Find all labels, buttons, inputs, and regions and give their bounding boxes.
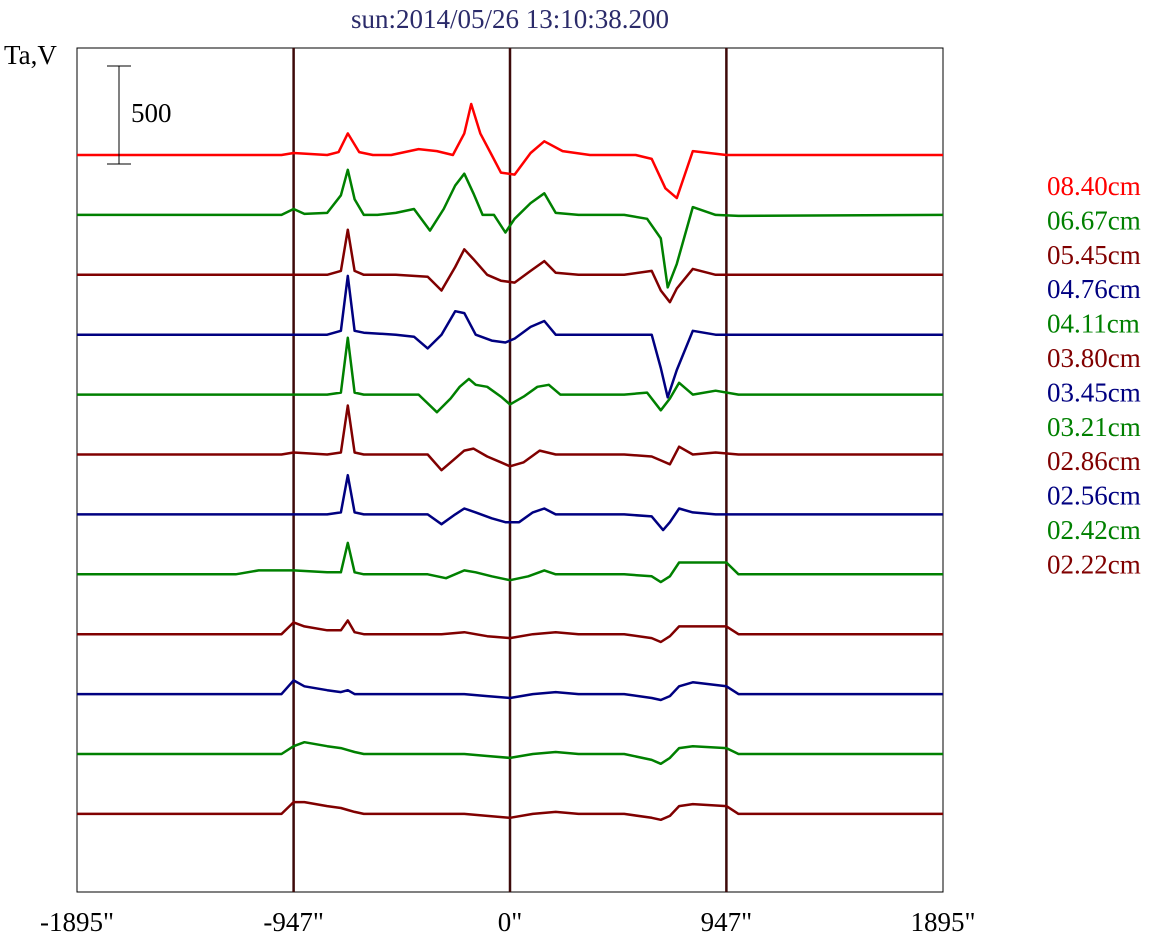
series-line-04.11cm [77,336,943,414]
legend-entry: 05.45cm [1047,240,1141,270]
y-axis-label: Ta,V [4,40,57,70]
series-line-08.40cm [77,102,943,200]
x-tick-label: 947" [701,907,753,937]
series-line-02.56cm [77,679,943,702]
scale-bar-label: 500 [131,98,172,128]
series-line-02.42cm [77,740,943,766]
x-tick-label: -1895" [40,907,114,937]
legend-entry: 03.21cm [1047,412,1141,442]
series-line-02.86cm [77,619,943,644]
series-line-02.22cm [77,800,943,822]
series-line-05.45cm [77,228,943,304]
legend-entry: 02.42cm [1047,515,1141,545]
series-line-03.80cm [77,404,943,472]
x-tick-label: 1895" [910,907,975,937]
vertical-markers [292,48,728,892]
legend-entry: 06.67cm [1047,205,1141,235]
series-line-04.76cm [77,274,943,399]
series-line-06.67cm [77,168,944,289]
x-tick-label: 0" [498,907,523,937]
x-tick-labels: -1895" -947" 0" 947" 1895" [40,907,976,937]
legend-entry: 02.22cm [1047,549,1141,579]
legend-entry: 04.11cm [1047,309,1140,339]
series-line-03.45cm [77,473,943,532]
legend-entry: 04.76cm [1047,274,1141,304]
legend-entry: 02.86cm [1047,446,1141,476]
series-layer [77,102,944,822]
scale-bar: 500 [107,65,172,165]
legend: 08.40cm 06.67cm 05.45cm 04.76cm 04.11cm 03.80… [1047,171,1141,579]
x-tick-label: -947" [263,907,324,937]
series-line-03.21cm [77,541,943,584]
legend-entry: 08.40cm [1047,171,1141,201]
legend-entry: 03.45cm [1047,377,1141,407]
legend-entry: 03.80cm [1047,343,1141,373]
chart-title: sun:2014/05/26 13:10:38.200 [351,4,669,34]
legend-entry: 02.56cm [1047,481,1141,511]
